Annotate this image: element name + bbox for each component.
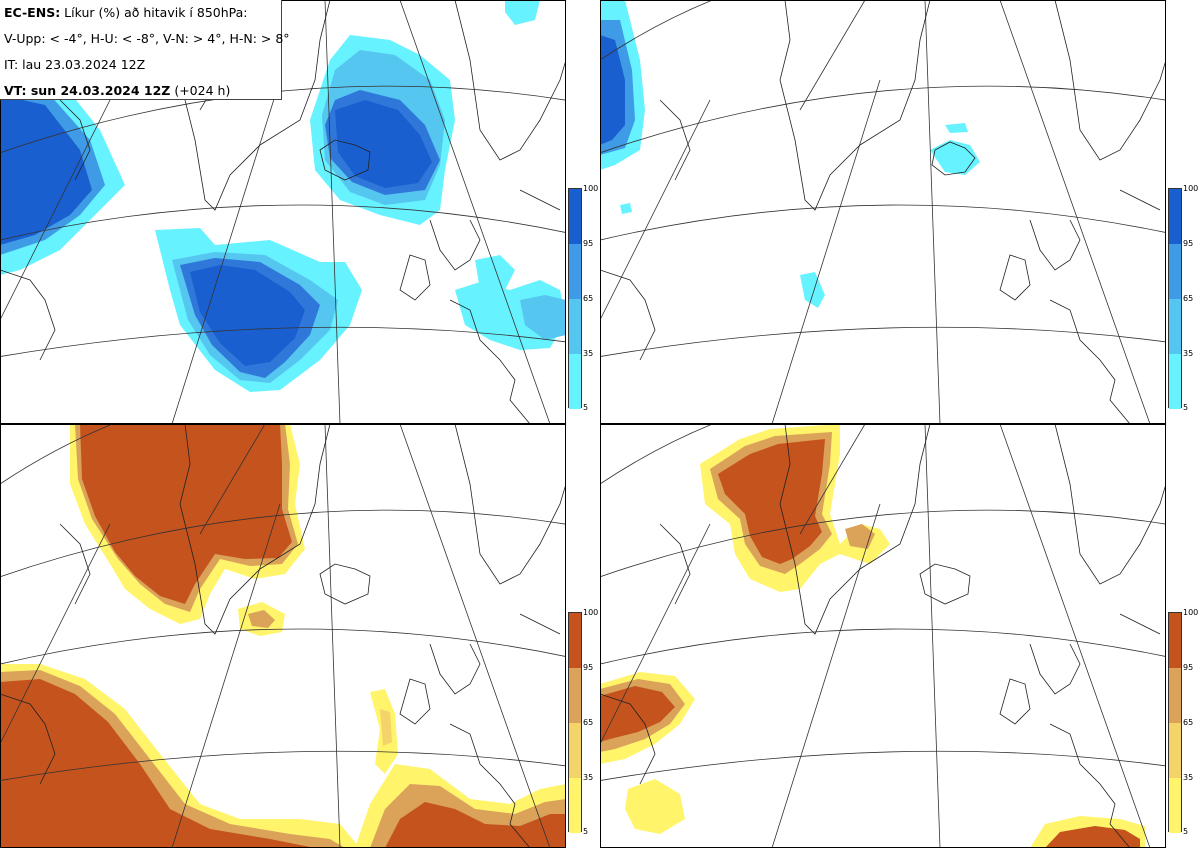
graticule [600, 0, 1166, 424]
panel-warm-strong [600, 424, 1166, 848]
colorbar-tick: 65 [1183, 294, 1194, 303]
model-name: EC-ENS: [4, 5, 61, 20]
colorbar-tick: 5 [583, 827, 589, 836]
panel-cold-strong [600, 0, 1166, 424]
map-warm-strong [600, 424, 1166, 848]
colorbar-warm-left [568, 612, 582, 833]
colorbar-tick: 95 [1183, 239, 1194, 248]
colorbar-tick: 65 [1183, 718, 1194, 727]
colorbar-tick: 95 [583, 663, 594, 672]
colorbar-tick: 100 [583, 184, 599, 193]
title-line-2: V-Upp: < -4°, H-U: < -8°, V-N: > 4°, H-N… [4, 31, 290, 46]
colorbar-tick: 5 [583, 403, 589, 412]
colorbar-tick: 95 [583, 239, 594, 248]
colorbar-tick: 5 [1183, 827, 1189, 836]
colorbar-tick: 65 [583, 718, 594, 727]
title-box: EC-ENS: Líkur (%) að hitavik í 850hPa: V… [0, 0, 290, 100]
graticule [0, 424, 566, 848]
map-cold-strong [600, 0, 1166, 424]
coastlines [0, 424, 566, 848]
title-line-4: VT: sun 24.03.2024 12Z (+024 h) [4, 78, 281, 104]
colorbar-tick: 35 [1183, 349, 1194, 358]
init-time: IT: lau 23.03.2024 12Z [4, 57, 146, 72]
colorbar-warm-right [1168, 612, 1182, 833]
field-description: Líkur (%) að hitavik í 850hPa: [60, 5, 248, 20]
colorbar-tick: 35 [583, 773, 594, 782]
colorbar-tick: 100 [1183, 184, 1199, 193]
lead-time: (+024 h) [170, 83, 231, 98]
probability-field [600, 424, 1145, 848]
valid-time: VT: sun 24.03.2024 12Z [4, 83, 171, 98]
probability-field [0, 424, 566, 848]
probability-field [600, 0, 980, 308]
colorbar-tick: 35 [1183, 773, 1194, 782]
colorbar-cold-left [568, 188, 582, 409]
coastlines [600, 0, 1166, 424]
coastlines [600, 424, 1166, 848]
colorbar-tick: 100 [1183, 608, 1199, 617]
panel-warm-moderate [0, 424, 566, 848]
map-warm-moderate [0, 424, 566, 848]
map-cold-moderate [0, 0, 566, 424]
coastlines [0, 0, 566, 424]
panel-cold-moderate [0, 0, 566, 424]
graticule [600, 424, 1166, 848]
colorbar-tick: 5 [1183, 403, 1189, 412]
colorbar-tick: 100 [583, 608, 599, 617]
probability-field [0, 0, 566, 392]
colorbar-tick: 35 [583, 349, 594, 358]
title-line-1: EC-ENS: Líkur (%) að hitavik í 850hPa: [4, 0, 281, 26]
colorbar-tick: 65 [583, 294, 594, 303]
colorbar-cold-right [1168, 188, 1182, 409]
colorbar-tick: 95 [1183, 663, 1194, 672]
